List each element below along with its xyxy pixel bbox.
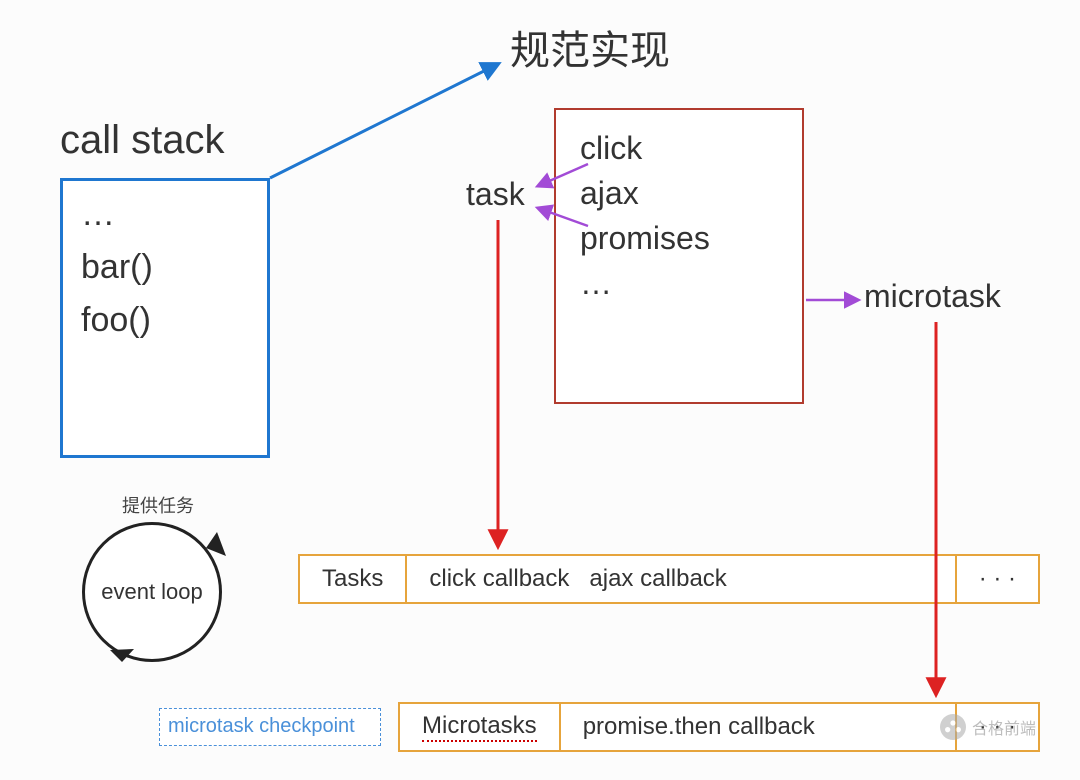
spec-item-ajax: ajax <box>580 175 802 212</box>
microtasks-header-text: Microtasks <box>422 712 537 742</box>
task-label: task <box>466 176 525 213</box>
spec-box: click ajax promises … <box>554 108 804 404</box>
callstack-box: … bar() foo() <box>60 178 270 458</box>
spec-item-more: … <box>580 265 802 302</box>
microtask-label: microtask <box>864 278 1001 315</box>
tasks-queue-content: click callback ajax callback <box>407 556 956 602</box>
callstack-item: … <box>81 195 249 234</box>
spec-title: 规范实现 <box>510 18 670 76</box>
microtask-checkpoint: microtask checkpoint <box>159 708 381 746</box>
tasks-queue: Tasks click callback ajax callback · · · <box>298 554 1040 604</box>
microtasks-queue-header: Microtasks <box>400 704 561 750</box>
callstack-item: foo() <box>81 301 249 340</box>
spec-item-promises: promises <box>580 220 802 257</box>
tasks-queue-header: Tasks <box>300 556 407 602</box>
arrow-callstack-to-spec <box>270 64 498 178</box>
tasks-queue-more: · · · <box>957 556 1038 602</box>
watermark: 合格前端 <box>940 714 1036 740</box>
spec-item-click: click <box>580 130 802 167</box>
watermark-text: 合格前端 <box>972 715 1036 739</box>
microtasks-queue-content: promise.then callback <box>561 704 957 750</box>
watermark-icon <box>940 714 966 740</box>
callstack-item: bar() <box>81 248 249 287</box>
callstack-title: call stack <box>60 118 225 163</box>
eventloop-ticks <box>72 512 232 672</box>
